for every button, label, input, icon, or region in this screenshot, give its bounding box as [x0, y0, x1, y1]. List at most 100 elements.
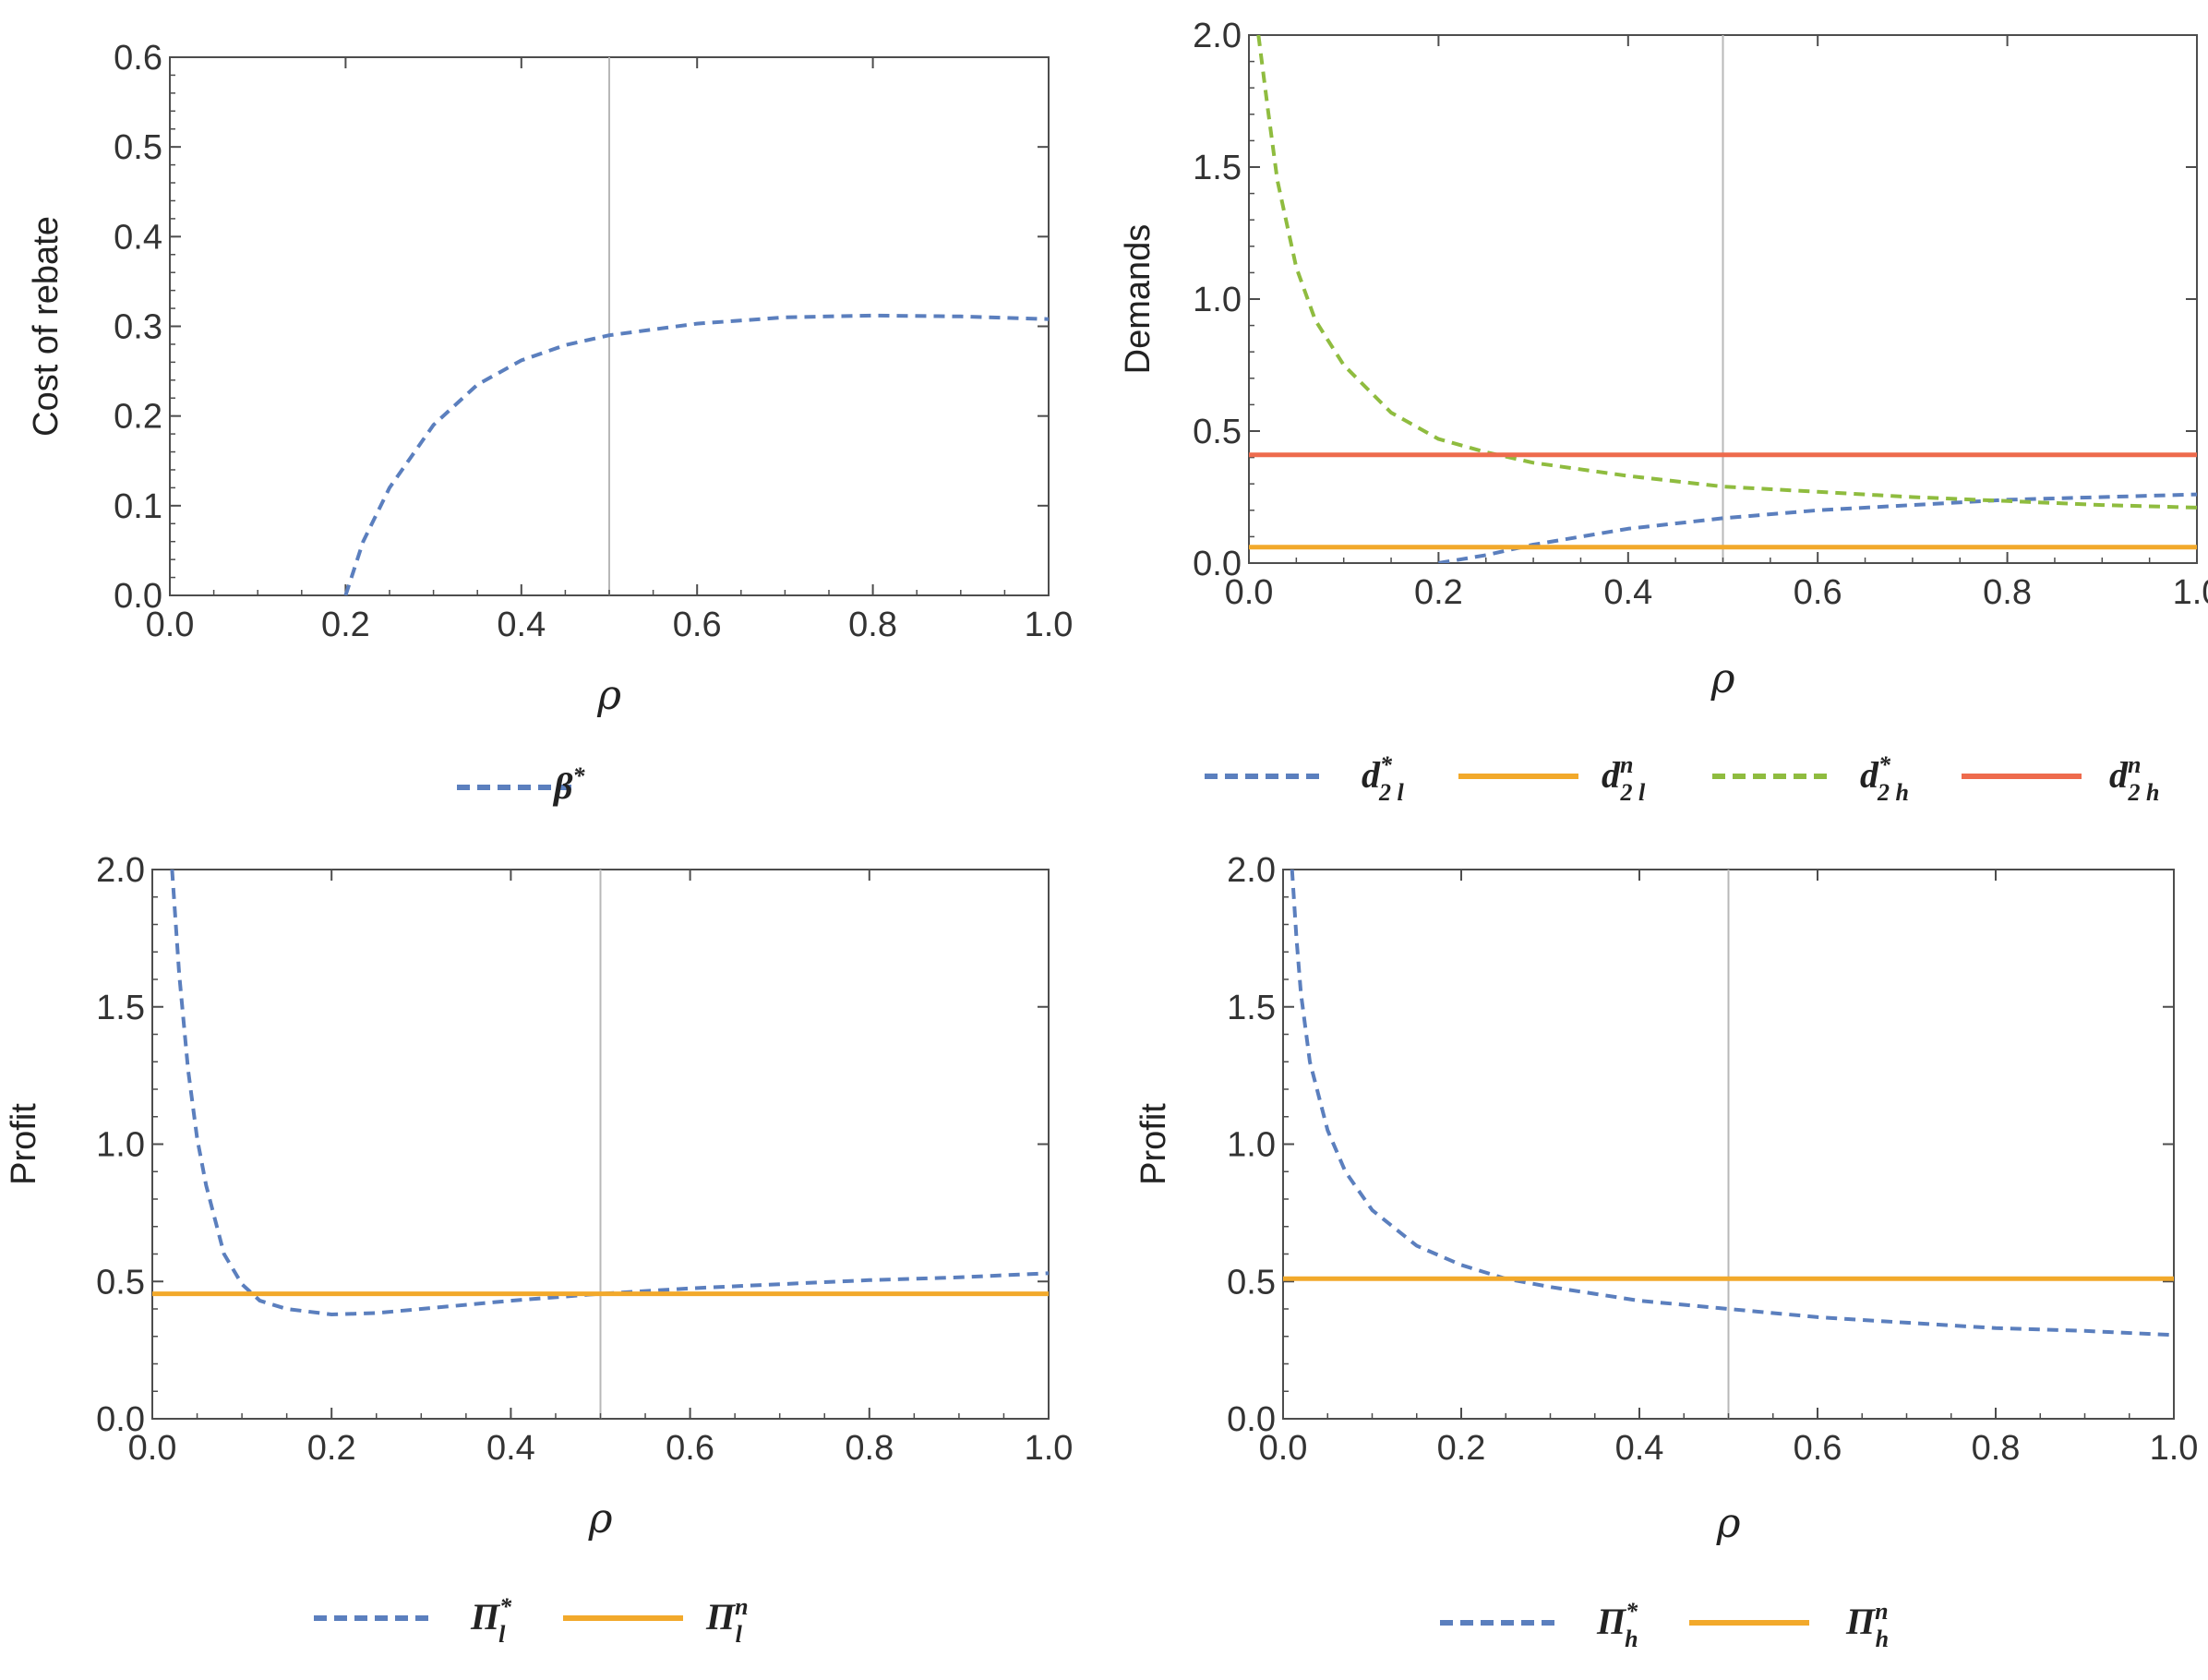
legend-label: dn 2 l [1602, 751, 1646, 806]
legend-sup: * [1626, 1598, 1638, 1625]
legend-sup: * [499, 1593, 512, 1620]
y-axis-label: Demands [1119, 224, 1158, 375]
x-tick-label: 0.4 [1603, 573, 1652, 612]
x-tick-label: 0.8 [845, 1429, 894, 1468]
legend-sup: * [1380, 751, 1393, 778]
y-tick-label: 1.5 [1227, 989, 1276, 1027]
x-tick-label: 0.0 [1225, 573, 1274, 612]
x-tick-label: 1.0 [2150, 1429, 2199, 1468]
y-tick-label: 2.0 [96, 851, 145, 890]
x-tick-label: 0.6 [673, 606, 722, 644]
legend-entry: d* 2 l [1205, 751, 1405, 806]
chart-demands: 0.0 0.2 0.4 0.6 0.8 1.0 0.0 0.5 1.0 1.5 2.0 Demands… [1119, 17, 2208, 806]
y-tick-label: 0.0 [96, 1400, 145, 1439]
y-tick-label: 1.5 [1193, 149, 1242, 187]
y-tick-label: 0.0 [1227, 1400, 1276, 1439]
y-axis-label: Profit [5, 1103, 43, 1185]
legend-base: β [552, 765, 573, 807]
x-tick-label: 0.2 [307, 1429, 356, 1468]
legend-entry: dn 2 h [1962, 751, 2159, 806]
legend-base: Π [705, 1596, 737, 1638]
legend-sup: n [735, 1593, 748, 1620]
legend-sub: h [1876, 1626, 1889, 1652]
legend-sub: l [498, 1621, 506, 1648]
y-tick-label: 1.0 [96, 1126, 145, 1165]
x-tick-label: 0.6 [1794, 573, 1842, 612]
legend-entry: d* 2 h [1712, 751, 1909, 806]
chart-profit-l: 0.0 0.2 0.4 0.6 0.8 1.0 0.0 0.5 1.0 1.5 2.0 Profit ρ… [5, 851, 1073, 1648]
legend-entry: Πn l [563, 1593, 749, 1648]
x-tick-label: 1.0 [2173, 573, 2208, 612]
series-line-β* [343, 313, 1049, 595]
y-tick-label: 2.0 [1193, 17, 1242, 55]
legend-label: Π* h [1596, 1598, 1638, 1652]
legend-sub: l [736, 1621, 743, 1648]
legend-label: Πn h [1845, 1598, 1889, 1652]
series-line-Π*h [1290, 870, 2174, 1338]
legend-entry: Π* h [1440, 1598, 1638, 1652]
y-axis-label: Profit [1134, 1103, 1173, 1185]
y-tick-label: 0.5 [96, 1263, 145, 1302]
legend-base: d [1860, 754, 1879, 796]
legend-sub: 2 l [1378, 779, 1405, 806]
x-tick-label: 0.6 [1794, 1429, 1842, 1468]
legend-base: d [2109, 754, 2129, 796]
legend-sub: h [1625, 1626, 1638, 1652]
legend-entry: β* [457, 762, 586, 807]
x-axis-label: ρ [1716, 1500, 1741, 1547]
legend-sub: 2 l [1619, 779, 1646, 806]
legend-sub: 2 h [2127, 779, 2159, 806]
legend-sup: n [1620, 751, 1633, 778]
x-tick-label: 1.0 [1025, 1429, 1074, 1468]
chart-profit-h: 0.0 0.2 0.4 0.6 0.8 1.0 0.0 0.5 1.0 1.5 2.0 Profit ρ… [1134, 851, 2198, 1652]
y-tick-label: 1.5 [96, 989, 145, 1027]
legend-sup: n [2128, 751, 2141, 778]
x-tick-label: 0.6 [666, 1429, 714, 1468]
x-tick-label: 0.4 [497, 606, 546, 644]
x-axis-label: ρ [1710, 655, 1735, 702]
y-tick-label: 0.0 [114, 577, 162, 616]
series-line-d*2h [1256, 35, 2197, 510]
x-axis-label: ρ [596, 672, 621, 719]
x-tick-label: 0.8 [848, 606, 897, 644]
series-line-Π*l [170, 870, 1049, 1316]
y-axis-label: Cost of rebate [27, 216, 66, 437]
legend-base: Π [470, 1596, 501, 1638]
legend-sub: 2 h [1877, 779, 1909, 806]
legend-entry: Π* l [314, 1593, 512, 1648]
x-tick-label: 0.4 [486, 1429, 535, 1468]
x-tick-label: 0.0 [146, 606, 195, 644]
y-tick-label: 0.0 [1193, 545, 1242, 583]
x-tick-label: 0.2 [1437, 1429, 1486, 1468]
legend-base: Π [1596, 1601, 1627, 1642]
legend-sup: * [573, 762, 586, 789]
chart-rebate: 0.0 0.2 0.4 0.6 0.8 1.0 0.0 0.1 0.2 0.3 0.4 0.5 0.6 C… [27, 39, 1073, 807]
y-tick-label: 0.1 [114, 487, 162, 526]
x-tick-label: 0.0 [1259, 1429, 1308, 1468]
y-tick-label: 0.3 [114, 308, 162, 347]
x-tick-label: 1.0 [1025, 606, 1074, 644]
legend-label: Πn l [705, 1593, 749, 1648]
y-tick-label: 0.5 [114, 128, 162, 167]
x-tick-label: 0.2 [1414, 573, 1463, 612]
y-tick-label: 0.2 [114, 398, 162, 437]
x-tick-label: 0.8 [1983, 573, 2032, 612]
y-tick-label: 0.5 [1227, 1263, 1276, 1302]
legend-label: d* 2 l [1362, 751, 1405, 806]
legend-label: β* [552, 762, 586, 807]
legend-sup: n [1875, 1598, 1888, 1625]
legend-entry: dn 2 l [1458, 751, 1646, 806]
x-tick-label: 0.2 [321, 606, 370, 644]
x-tick-label: 0.4 [1615, 1429, 1664, 1468]
x-axis-label: ρ [588, 1495, 613, 1542]
y-tick-label: 0.5 [1193, 413, 1242, 451]
legend-entry: Πn h [1689, 1598, 1889, 1652]
x-tick-label: 0.0 [128, 1429, 177, 1468]
y-tick-label: 2.0 [1227, 851, 1276, 890]
y-tick-label: 1.0 [1227, 1126, 1276, 1165]
legend-label: d* 2 h [1860, 751, 1909, 806]
y-tick-label: 0.6 [114, 39, 162, 78]
legend-sup: * [1878, 751, 1891, 778]
legend-base: d [1602, 754, 1621, 796]
